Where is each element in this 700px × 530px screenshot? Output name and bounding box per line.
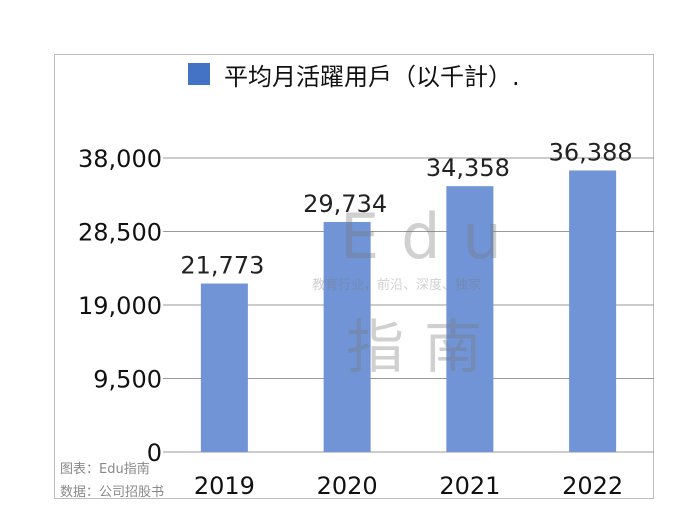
- y-tick-label: 38,000: [78, 145, 162, 173]
- source-data-credit: 数据：公司招股书: [60, 485, 165, 500]
- data-label: 29,734: [303, 190, 387, 218]
- x-tick-label: 2021: [439, 472, 500, 500]
- y-tick-label: 9,500: [93, 366, 162, 394]
- y-tick-label: 0: [147, 439, 162, 467]
- legend-swatch: [188, 63, 210, 85]
- bar: [323, 221, 371, 452]
- y-tick-label: 28,500: [78, 219, 162, 247]
- y-tick-label: 19,000: [78, 292, 162, 320]
- bar: [569, 170, 617, 452]
- chart-legend: 平均月活躍用戶（以千計）.: [188, 58, 520, 91]
- data-label: 36,388: [549, 138, 633, 166]
- data-label: 21,773: [180, 252, 264, 280]
- source-chart-credit: 图表：Edu指南: [60, 462, 150, 477]
- x-tick-label: 2020: [317, 472, 378, 500]
- legend-label: 平均月活躍用戶（以千計）.: [224, 62, 520, 91]
- data-label: 34,358: [426, 154, 510, 182]
- x-tick-label: 2019: [194, 472, 255, 500]
- x-tick-label: 2022: [562, 472, 623, 500]
- bar: [200, 283, 248, 452]
- bar: [446, 186, 494, 452]
